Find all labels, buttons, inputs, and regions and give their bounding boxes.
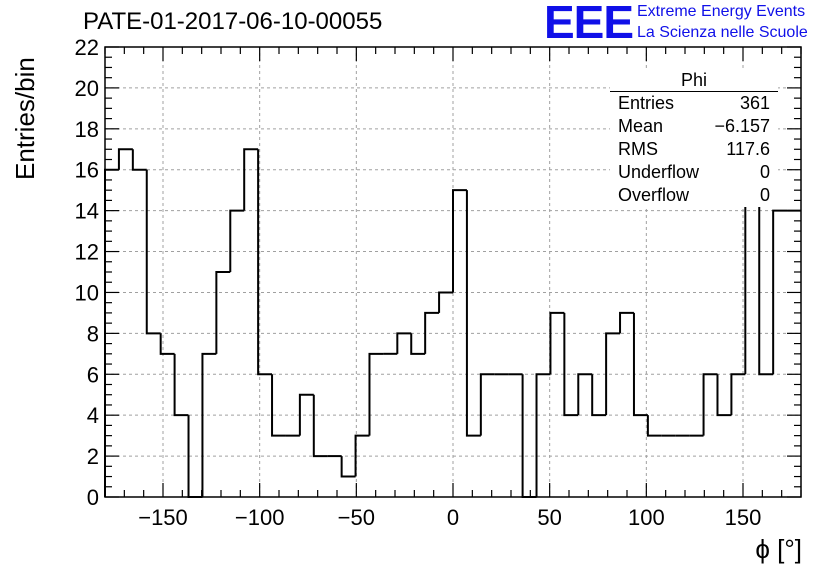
histogram-bin [619,311,634,334]
histogram-bin [479,373,495,436]
y-tick-label: 2 [87,444,99,469]
histogram-bin [535,373,551,497]
y-tick-label: 22 [75,35,99,60]
histogram-bin [145,169,161,335]
y-tick-label: 0 [87,485,99,510]
histogram-bin [632,312,648,417]
histogram-bin [201,352,217,497]
histogram-bin [229,209,245,272]
histogram-bin [298,393,314,436]
y-tick-label: 6 [87,362,99,387]
histogram-bin [465,190,481,437]
histogram-bin [549,311,565,375]
histogram-bin [438,291,453,313]
histogram-bin [758,169,774,376]
histogram-bin [354,434,370,477]
stats-row-mean: Mean −6.157 [610,115,778,138]
x-tick-label: 150 [725,505,762,530]
axis-tick-labels: −150 −100 −50 0 50 100 150 0 2 4 6 8 10 12 14 16 18 20 22 [75,35,762,530]
stats-label: RMS [618,139,658,159]
y-tick-label: 12 [75,240,99,265]
histogram-bin [173,353,189,417]
chart-title: PATE-01-2017-06-10-00055 [83,8,383,35]
histogram-bin [243,148,259,211]
histogram-bin [117,148,133,170]
org-name-line2: La Scienza nelle Scuole [637,24,808,41]
x-tick-label: 50 [537,505,561,530]
histogram-bin [396,332,412,354]
histogram-bin [271,374,286,437]
histogram-bin [730,373,746,416]
histogram-bin [577,373,593,416]
histogram-bin [215,271,231,354]
x-tick-label: −150 [138,505,188,530]
x-tick-label: −50 [338,505,375,530]
y-axis-label: Entries/bin [10,57,40,180]
histogram-bin [368,352,384,436]
eee-logo: EEE [544,0,634,48]
histogram-bin [716,374,732,417]
y-tick-label: 8 [87,321,99,346]
histogram-bin [591,374,607,417]
histogram-bin [646,415,662,437]
stats-value: 0 [759,162,770,182]
stats-label: Underflow [618,162,700,182]
y-tick-label: 4 [87,403,99,428]
histogram-bin [424,311,440,354]
stats-label: Overflow [618,185,690,205]
y-tick-label: 16 [75,158,99,183]
histogram-bin [452,189,467,293]
stats-row-underflow: Underflow 0 [610,161,778,184]
stats-box: Phi Entries 361 Mean −6.157 RMS 117.6 Un… [610,70,778,207]
histogram-bin [410,333,426,355]
x-tick-label: 0 [447,505,459,530]
stats-value: 0 [759,185,770,205]
stats-label: Entries [618,93,675,113]
x-axis-label: ϕ [°] [755,534,802,564]
y-tick-label: 20 [75,76,99,101]
axis-ticks [104,46,802,498]
histogram-bin [563,312,579,417]
stats-row-rms: RMS 117.6 [610,138,778,161]
stats-box-title: Phi [610,70,778,92]
histogram-bin [772,209,788,375]
histogram-bin [340,456,356,478]
stats-value: 117.6 [726,139,770,159]
histogram-bin [159,333,175,355]
histogram-bin [605,332,621,416]
histogram-bin [702,373,718,436]
y-tick-label: 10 [75,280,99,305]
stats-row-entries: Entries 361 [610,92,778,115]
y-tick-label: 14 [75,199,99,224]
x-tick-label: 100 [628,505,665,530]
stats-row-overflow: Overflow 0 [610,184,778,207]
org-name-line1: Extreme Energy Events [637,3,806,20]
x-tick-label: −100 [235,505,285,530]
histogram-bin [312,394,328,458]
histogram-bin [131,149,147,171]
y-tick-label: 18 [75,117,99,142]
histogram-bin [257,149,273,376]
stats-value: 361 [739,93,770,113]
histogram-bin [521,374,537,498]
stats-label: Mean [618,116,664,136]
stats-value: −6.157 [714,116,770,136]
